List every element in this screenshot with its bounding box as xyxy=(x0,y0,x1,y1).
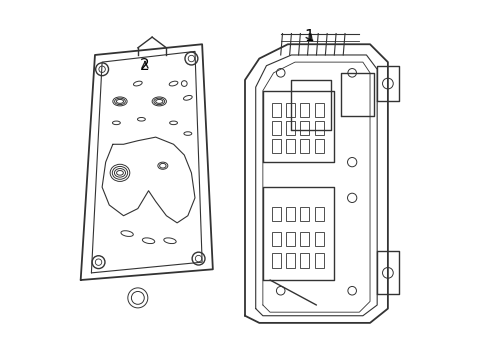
Bar xyxy=(315,253,323,267)
Bar xyxy=(286,139,295,153)
Bar xyxy=(300,232,309,246)
Bar xyxy=(315,103,323,117)
Bar xyxy=(315,232,323,246)
Bar xyxy=(272,103,281,117)
Text: 1: 1 xyxy=(304,29,314,44)
Bar xyxy=(272,253,281,267)
Bar xyxy=(300,103,309,117)
Bar xyxy=(286,103,295,117)
Bar xyxy=(300,253,309,267)
Bar xyxy=(286,207,295,221)
Text: 2: 2 xyxy=(140,58,150,73)
Bar xyxy=(272,121,281,135)
Bar xyxy=(315,207,323,221)
Bar xyxy=(315,121,323,135)
Bar xyxy=(272,139,281,153)
Bar xyxy=(286,232,295,246)
Bar xyxy=(272,207,281,221)
Bar xyxy=(272,232,281,246)
Bar xyxy=(300,207,309,221)
Bar xyxy=(315,139,323,153)
Bar xyxy=(300,121,309,135)
Bar xyxy=(300,139,309,153)
Bar xyxy=(286,253,295,267)
Bar xyxy=(286,121,295,135)
